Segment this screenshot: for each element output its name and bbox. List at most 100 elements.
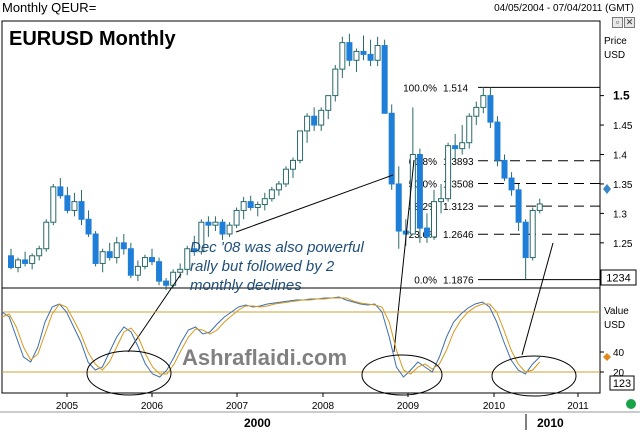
candle [261,192,268,211]
candle [381,39,388,114]
candle-body [29,255,36,264]
era-band-2000: 2000 [244,416,271,430]
candle-body [494,121,501,161]
price-tick-label: 1.4 [613,151,627,162]
candle-body [85,218,92,235]
candle [297,130,304,164]
oscillator-line-blue [1,296,541,378]
candle [113,236,120,264]
candle [78,189,85,226]
candle-body [480,95,487,108]
candle [149,248,155,266]
candle [205,216,212,237]
candle [99,248,106,273]
candle [480,86,487,114]
candle-body [445,145,452,200]
candle-body [113,242,120,259]
candle-body [205,221,212,226]
candle-body [438,198,445,203]
candle [198,219,205,255]
candle-body [290,159,296,170]
candle [339,36,346,78]
candle [445,142,452,202]
watermark: Ashraflaidi.com [182,345,347,370]
fib-value: 1.3123 [443,202,474,213]
price-axis-ticks: 1.51.451.41.351.31.251.2 [600,89,633,279]
candle-body [318,109,325,126]
candle-body [388,112,395,185]
candle-body [198,221,205,253]
candle-body [536,203,543,211]
candle-body [311,115,318,126]
candle-body [43,221,50,250]
candle-body [191,248,198,253]
candle [92,231,99,267]
candle-body [240,201,247,211]
candle [459,125,466,155]
candle [219,219,226,240]
candle-body [22,259,29,264]
candle [522,219,529,280]
candle [141,254,148,270]
candle-body [402,230,409,235]
chart-title: EURUSD Monthly [9,28,177,50]
oscillator-tick-label: 40 [613,348,625,359]
candle-body [346,42,353,61]
close-icon[interactable]: ✕ [624,17,635,28]
candle-body [106,251,113,259]
candle-body [353,50,360,61]
date-range-label: 04/05/2004 - 07/04/2011 (GMT) [494,3,634,14]
price-axis-title: Price [604,36,627,47]
annotation-line-3: monthly declines [190,277,302,294]
candle [346,33,353,67]
fib-label: 0.0% [414,276,437,287]
candle-body [78,201,85,220]
candle [50,183,57,226]
candle [318,107,325,131]
candle [57,178,64,199]
price-marker-icon [603,184,611,194]
year-label: 2007 [226,401,249,412]
candle-body [254,204,261,209]
candle-body [233,209,240,226]
candle [473,101,480,126]
candle-body [275,183,282,191]
candle-body [268,189,275,200]
restore-icon[interactable]: ▫ [612,17,623,28]
candle-body [64,195,71,211]
candle [120,234,127,255]
candle-body [374,45,381,61]
price-tick-label: 1.5 [613,89,630,103]
candle-body [184,248,191,270]
candle [163,278,170,290]
candle-body [381,45,388,114]
candle [304,113,311,143]
candle [487,87,494,128]
candle [501,154,508,181]
last-value-box [609,375,635,391]
candle [275,181,282,196]
candle-body [416,154,423,229]
candle [508,172,515,196]
candle [536,198,543,214]
candle [466,113,473,149]
year-label: 2011 [567,401,589,412]
candle [64,186,71,214]
candle [494,116,501,167]
candle [290,157,296,179]
candle [360,35,367,61]
oscillator-tick-label: 20 [613,368,625,379]
last-price-value: 1234 [606,273,630,285]
status-dot-icon[interactable] [626,399,636,409]
candle-body [501,159,508,179]
price-tick-label: 1.3 [613,209,627,220]
candle [515,183,522,232]
candle [311,107,318,131]
candle-body [57,186,64,197]
instrument-label: Monthly QEUR= [2,0,97,15]
candle-body [304,115,311,132]
candle [191,235,198,256]
price-axis-unit: USD [604,50,625,61]
